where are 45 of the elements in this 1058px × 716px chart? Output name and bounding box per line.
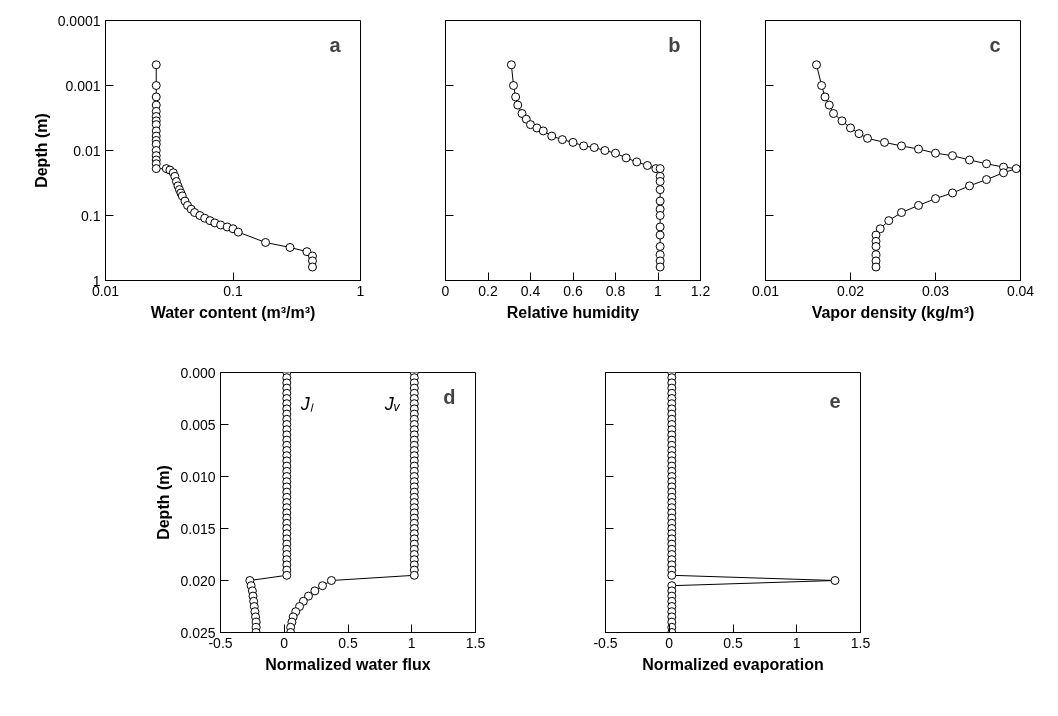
x-tick-label: 0.4 (520, 282, 541, 299)
x-tick-label: 1 (407, 634, 416, 651)
x-tick-label: 0.8 (605, 282, 626, 299)
x-tick-label: 1.5 (465, 634, 486, 651)
x-tick-label: 1 (792, 634, 801, 651)
text: c (989, 33, 1001, 56)
text: b (668, 33, 681, 56)
text: d (443, 385, 456, 408)
x-tick-label: 0 (441, 282, 450, 299)
x-tick-label: -0.5 (593, 634, 618, 651)
x-axis-title: Water content (m³/m³) (150, 303, 316, 321)
y-tick-label: 0.0001 (57, 12, 101, 29)
y-tick-label: 0.010 (180, 468, 216, 485)
x-axis-title: Normalized water flux (265, 655, 431, 673)
x-tick-label: 0 (665, 634, 674, 651)
x-tick-label: 0.04 (1006, 282, 1035, 299)
x-tick-label: 0.01 (751, 282, 780, 299)
y-axis-title: Depth (m) (155, 465, 173, 540)
x-tick-label: 0.03 (921, 282, 950, 299)
x-tick-label: 0 (280, 634, 289, 651)
x-axis-title: Normalized evaporation (642, 655, 824, 673)
y-tick-label: 0.01 (73, 142, 101, 159)
x-tick-label: 0.5 (723, 634, 743, 651)
x-tick-label: 0.5 (338, 634, 358, 651)
text: e (829, 389, 841, 412)
series-label: Jᵥ (383, 393, 401, 414)
x-tick-label: 0.02 (836, 282, 865, 299)
text: a (329, 33, 342, 56)
x-axis-title: Vapor density (kg/m³) (811, 303, 975, 321)
x-tick-label: 0.6 (563, 282, 583, 299)
x-tick-label: 0.1 (223, 282, 243, 299)
y-axis-title: Depth (m) (32, 113, 50, 188)
y-tick-label: 0.015 (180, 520, 216, 537)
y-tick-label: 0.001 (65, 77, 101, 94)
x-tick-label: 1 (356, 282, 365, 299)
x-tick-label: 1.2 (690, 282, 711, 299)
y-tick-label: 0.000 (180, 364, 216, 381)
x-tick-label: 0.2 (478, 282, 498, 299)
y-tick-label: 0.005 (180, 416, 216, 433)
y-tick-label: 0.020 (180, 572, 216, 589)
x-tick-label: 1.5 (850, 634, 871, 651)
x-tick-label: 1 (654, 282, 663, 299)
x-axis-title: Relative humidity (506, 303, 640, 321)
series-label: Jₗ (299, 393, 314, 414)
y-tick-label: 0.1 (81, 207, 101, 224)
